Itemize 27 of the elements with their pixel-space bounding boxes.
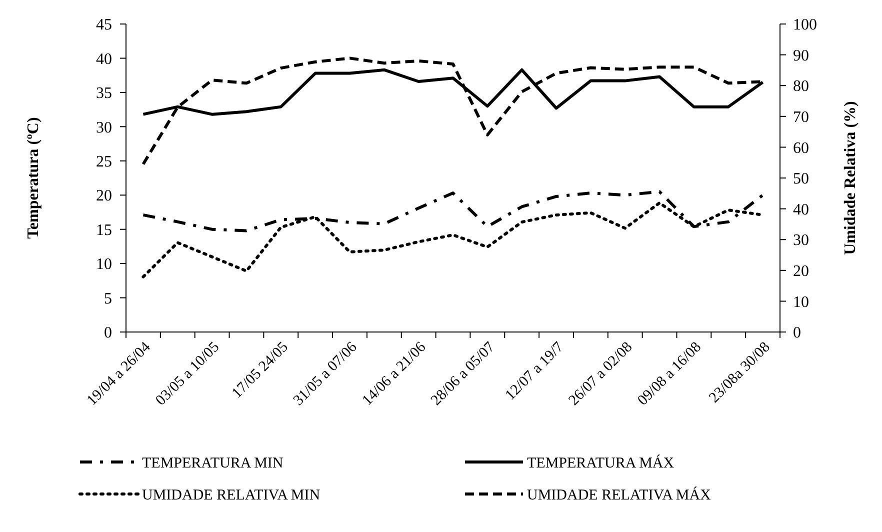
legend-label: UMIDADE RELATIVA MÁX <box>527 486 712 504</box>
y2-tick-label: 100 <box>793 16 817 34</box>
y-axis-title: Temperatura (ºC) <box>25 117 42 239</box>
y-tick-label: 5 <box>104 290 112 308</box>
y2-axis-title: Umidade Relativa (%) <box>842 101 859 255</box>
y2-tick-label: 10 <box>793 294 809 311</box>
y-tick-label: 25 <box>96 153 112 170</box>
y-tick-label: 45 <box>96 16 112 34</box>
y-tick-label: 40 <box>96 50 112 68</box>
y2-tick-label: 30 <box>793 232 809 250</box>
y-tick-label: 30 <box>96 119 112 136</box>
y2-tick-label: 90 <box>793 47 809 64</box>
y-tick-label: 20 <box>96 188 112 205</box>
legend-label: UMIDADE RELATIVA MIN <box>142 487 320 504</box>
y-tick-label: 35 <box>96 85 112 102</box>
legend-label: TEMPERATURA MIN <box>142 455 284 472</box>
y2-tick-label: 60 <box>793 140 809 157</box>
y-tick-label: 10 <box>96 256 112 274</box>
y-tick-label: 15 <box>96 222 112 239</box>
y2-tick-label: 0 <box>793 324 801 342</box>
y2-tick-label: 80 <box>793 78 809 96</box>
legend-label: TEMPERATURA MÁX <box>527 454 674 472</box>
y-tick-label: 0 <box>104 324 112 342</box>
y2-tick-label: 70 <box>793 109 809 126</box>
y2-tick-label: 50 <box>793 170 809 188</box>
y2-tick-label: 20 <box>793 263 809 280</box>
y2-tick-label: 40 <box>793 201 809 218</box>
